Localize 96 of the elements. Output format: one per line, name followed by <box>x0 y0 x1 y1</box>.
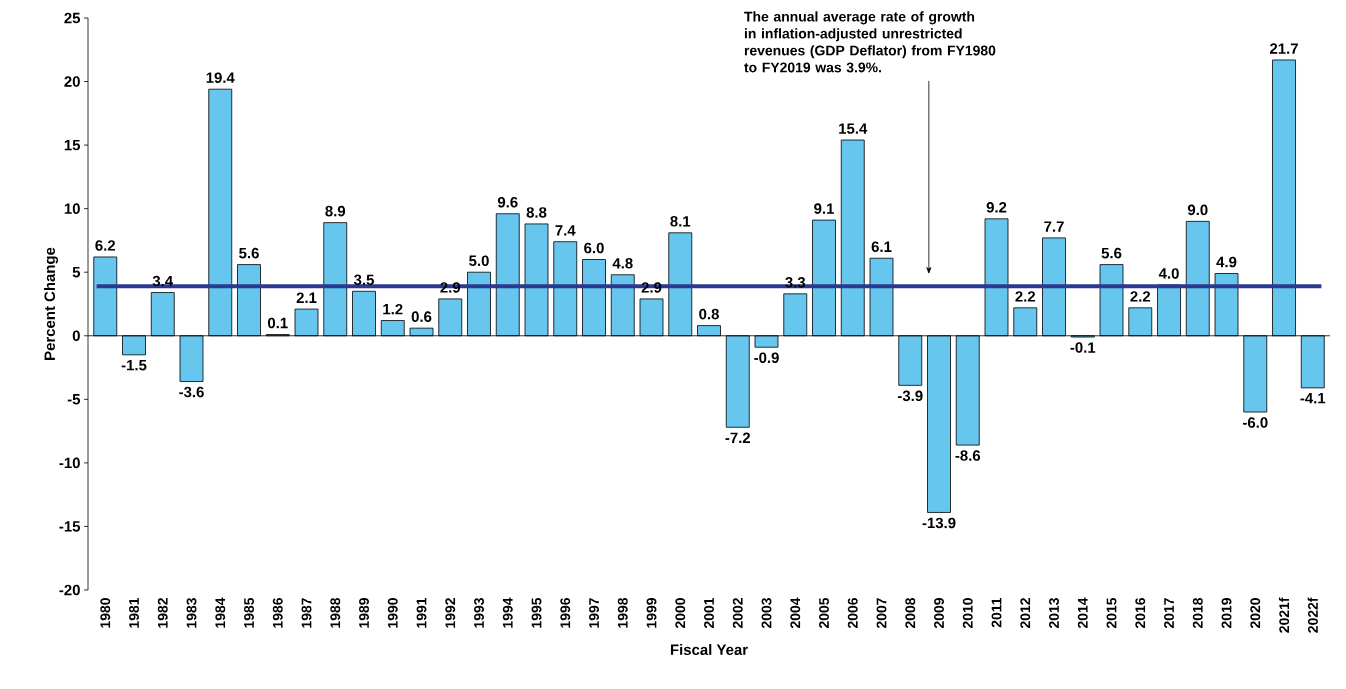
data-label: 5.6 <box>239 247 259 259</box>
y-tick-label: 5 <box>72 267 81 278</box>
x-tick-label: 1988 <box>330 597 341 628</box>
data-label: -8.6 <box>955 450 981 461</box>
x-tick-label: 1987 <box>301 598 312 628</box>
data-label: 7.4 <box>555 225 576 236</box>
data-label: 15.4 <box>839 123 868 134</box>
x-tick-label: 1996 <box>560 598 571 628</box>
data-label: 6.0 <box>584 242 604 254</box>
data-label: -3.9 <box>897 390 923 402</box>
x-tick-label: 2021f <box>1278 597 1290 633</box>
data-label: 7.7 <box>1044 221 1064 232</box>
x-tick-label: 1993 <box>474 598 484 628</box>
x-tick-label: 1991 <box>416 597 427 628</box>
y-tick-label: 25 <box>64 12 81 24</box>
y-tick-label: -10 <box>59 457 80 469</box>
data-label: 2.1 <box>296 292 317 303</box>
x-tick-label: 1986 <box>272 598 283 628</box>
x-tick-label: 1982 <box>157 598 168 628</box>
x-tick-label: 2019 <box>1221 598 1232 629</box>
data-label: -3.6 <box>179 386 204 398</box>
data-label: 9.2 <box>986 202 1007 213</box>
data-label: -7.2 <box>725 432 751 443</box>
data-label: 19.4 <box>206 72 235 83</box>
x-tick-label: 1985 <box>244 597 254 628</box>
x-tick-label: 2000 <box>675 598 686 629</box>
data-label: 5.6 <box>1101 247 1122 259</box>
x-tick-label: 2009 <box>934 598 944 629</box>
data-label: -4.1 <box>1300 393 1326 404</box>
x-tick-label: 1989 <box>359 598 369 628</box>
y-tick-label: -20 <box>59 584 80 596</box>
x-tick-label: 2016 <box>1135 598 1146 629</box>
x-tick-label: 2017 <box>1164 598 1174 629</box>
data-label: 0.8 <box>699 308 719 320</box>
y-tick-label: 15 <box>64 139 81 151</box>
x-tick-label: 2011 <box>991 597 1002 628</box>
x-tick-label: 2003 <box>761 598 772 629</box>
x-tick-label: 1994 <box>502 597 513 628</box>
data-label: 0.1 <box>267 317 288 329</box>
y-axis-title: Percent Change <box>44 247 59 360</box>
y-tick-label: 0 <box>72 330 80 342</box>
x-tick-label: 2006 <box>847 598 858 629</box>
data-label: 1.2 <box>383 303 403 315</box>
data-label: -0.9 <box>754 352 779 363</box>
data-label: 4.9 <box>1216 256 1237 268</box>
x-tick-label: 1995 <box>531 597 542 628</box>
y-tick-label: -5 <box>67 394 81 405</box>
x-tick-label: 1983 <box>186 598 197 628</box>
data-label: 9.1 <box>814 203 834 214</box>
data-label: -1.5 <box>121 360 147 371</box>
data-label: -6.0 <box>1242 417 1268 428</box>
x-tick-label: 1984 <box>215 597 226 628</box>
data-label: 4.0 <box>1158 268 1179 279</box>
x-tick-label: 1981 <box>129 597 139 628</box>
data-label: 3.4 <box>152 275 174 287</box>
x-tick-label: 2020 <box>1250 598 1261 629</box>
x-tick-label: 2001 <box>704 597 714 629</box>
data-label: -0.1 <box>1070 342 1096 353</box>
data-label: -13.9 <box>922 517 956 529</box>
data-label: 2.2 <box>1015 291 1036 302</box>
x-tick-label: 1999 <box>646 598 657 628</box>
data-label: 3.5 <box>353 274 374 286</box>
x-tick-label: 1998 <box>617 597 628 628</box>
y-tick-label: -15 <box>59 521 81 532</box>
data-label: 8.1 <box>670 216 691 227</box>
x-tick-label: 1990 <box>387 598 398 628</box>
annotation: The annual average rate of growth in inflation-adjusted unrestricted revenues (GDP Deflator) from FY1980 to FY2019 was 3.9%. <box>744 11 996 73</box>
x-tick-label: 2010 <box>962 598 973 629</box>
x-tick-label: 1992 <box>445 598 456 628</box>
data-label: 6.2 <box>95 240 116 251</box>
data-label: 9.6 <box>497 196 518 208</box>
data-label: 21.7 <box>1269 43 1298 54</box>
x-tick-label: 1980 <box>100 598 111 628</box>
x-tick-label: 2002 <box>732 598 743 629</box>
data-label: 5.0 <box>469 255 489 267</box>
x-tick-label: 2014 <box>1077 597 1088 629</box>
x-tick-label: 2013 <box>1049 598 1059 629</box>
x-tick-label: 2015 <box>1106 597 1117 629</box>
x-tick-label: 2008 <box>905 597 916 629</box>
x-axis-title: Fiscal Year <box>670 644 748 655</box>
data-label: 8.8 <box>526 207 547 218</box>
x-tick-label: 2005 <box>819 597 829 629</box>
data-label: 0.6 <box>411 311 432 322</box>
data-label: 4.8 <box>612 257 633 269</box>
x-tick-label: 2018 <box>1192 597 1203 629</box>
y-tick-label: 20 <box>64 76 80 87</box>
x-tick-label: 2004 <box>790 597 801 629</box>
data-label: 9.0 <box>1187 204 1208 216</box>
x-tick-label: 1997 <box>589 598 599 628</box>
data-label: 6.1 <box>871 241 892 253</box>
x-tick-label: 2007 <box>876 598 887 629</box>
x-tick-label: 2022f <box>1307 597 1318 633</box>
data-label: 2.2 <box>1130 291 1151 302</box>
x-tick-label: 2012 <box>1020 598 1031 629</box>
y-tick-label: 10 <box>64 203 80 214</box>
data-label: 8.9 <box>325 205 346 217</box>
